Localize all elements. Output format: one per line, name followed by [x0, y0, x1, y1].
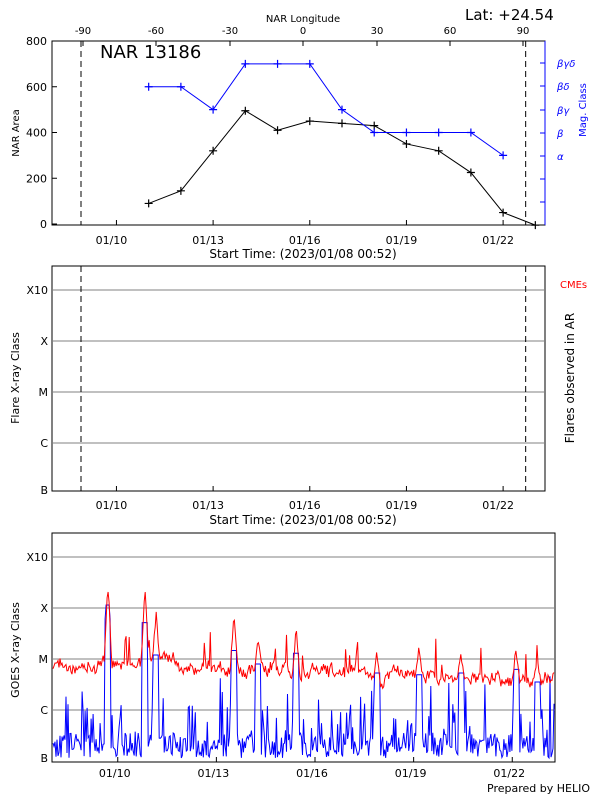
mag-class-point — [273, 59, 282, 68]
nar-start-time-label: Start Time: (2023/01/08 00:52) — [209, 247, 396, 261]
goes-y-tick-label: M — [39, 653, 49, 666]
nar-lon-tick-label: -60 — [148, 26, 164, 37]
flare-y-tick-label: X10 — [26, 284, 48, 297]
nar-y-tick-label: 600 — [26, 81, 47, 94]
flare-y-tick-label: B — [40, 484, 48, 497]
mag-class-point — [499, 151, 508, 160]
goes-short-channel-line — [52, 604, 555, 760]
nar-lon-tick-label: 90 — [517, 26, 530, 37]
mag-class-point — [338, 105, 346, 114]
nar-lon-tick-label: 0 — [300, 26, 306, 37]
goes-x-tick-label: 01/10 — [99, 767, 131, 780]
nar-area-point — [370, 121, 379, 130]
mag-class-point — [434, 128, 443, 137]
nar-area-line — [148, 110, 536, 226]
mag-class-point — [305, 59, 314, 68]
nar-area-point — [176, 186, 185, 195]
flare-y-tick-label: M — [39, 386, 49, 399]
nar-area-point — [241, 106, 250, 115]
nar-y-tick-label: 800 — [26, 35, 47, 48]
nar-area-point — [402, 139, 411, 148]
nar-area-point — [144, 199, 153, 208]
flare-start-time-label: Start Time: (2023/01/08 00:52) — [209, 513, 396, 527]
mag-class-line — [148, 63, 504, 156]
nar-area-panel: NAR Longitude NAR 13186 NAR Area Mag. Cl… — [11, 14, 589, 261]
nar-area-point — [466, 168, 475, 177]
mag-class-point — [144, 82, 153, 91]
goes-panel-frame — [51, 532, 556, 763]
nar-lon-tick-label: -90 — [75, 26, 91, 37]
flare-y-tick-label: C — [40, 437, 48, 450]
mag-tick-label: βγδ — [556, 59, 575, 70]
mag-class-point — [402, 128, 411, 137]
goes-class-axis-label: GOES X-ray Class — [9, 602, 22, 698]
mag-tick-label: βγ — [556, 106, 570, 117]
flares-observed-label: Flares observed in AR — [563, 313, 577, 443]
nar-lon-tick-label: -30 — [222, 26, 238, 37]
nar-x-tick-label: 01/16 — [289, 234, 321, 247]
nar-lon-tick-label: 30 — [371, 26, 384, 37]
nar-lon-tick-label: 60 — [444, 26, 457, 37]
goes-xray-panel: GOES X-ray Class B C M X X10 01/10 01/13 01/16 0… — [9, 532, 556, 780]
nar-area-point — [338, 119, 346, 128]
mag-class-point — [241, 59, 250, 68]
nar-x-tick-label: 01/19 — [386, 234, 418, 247]
mag-tick-label: α — [557, 152, 564, 163]
nar-x-tick-label: 01/22 — [482, 234, 514, 247]
flare-x-tick-label: 01/19 — [386, 499, 418, 512]
nar-area-point — [499, 208, 508, 217]
flare-panel-frame — [51, 265, 546, 492]
mag-tick-label: βδ — [556, 82, 570, 93]
mag-tick-label: β — [556, 129, 564, 140]
goes-x-tick-label: 01/13 — [198, 767, 230, 780]
flare-x-tick-label: 01/16 — [289, 499, 321, 512]
mag-class-point — [209, 105, 218, 114]
goes-x-tick-label: 01/16 — [296, 767, 328, 780]
goes-long-channel-line — [52, 591, 555, 690]
goes-x-tick-label: 01/19 — [395, 767, 427, 780]
nar-title: NAR 13186 — [100, 42, 201, 63]
flare-class-axis-label: Flare X-ray Class — [9, 332, 22, 424]
goes-y-tick-label: X — [40, 602, 48, 615]
mag-class-point — [466, 128, 475, 137]
goes-y-tick-label: B — [40, 752, 48, 765]
latitude-label: Lat: +24.54 — [465, 6, 554, 24]
mag-class-point — [370, 128, 379, 137]
mag-class-point — [176, 82, 185, 91]
nar-y-tick-label: 200 — [26, 172, 47, 185]
goes-y-tick-label: X10 — [26, 551, 48, 564]
nar-x-tick-label: 01/13 — [192, 234, 224, 247]
nar-y-tick-label: 400 — [26, 127, 47, 140]
nar-area-axis-label: NAR Area — [11, 109, 22, 156]
nar-longitude-label: NAR Longitude — [266, 14, 340, 25]
goes-x-tick-label: 01/22 — [493, 767, 525, 780]
goes-y-tick-label: C — [40, 704, 48, 717]
nar-y-tick-label: 0 — [40, 218, 47, 231]
cmes-legend: CMEs — [560, 280, 587, 291]
flare-x-tick-label: 01/22 — [482, 499, 514, 512]
prepared-by-label: Prepared by HELIO — [487, 782, 590, 795]
flare-x-tick-label: 01/13 — [192, 499, 224, 512]
flare-x-tick-label: 01/10 — [96, 499, 128, 512]
nar-x-tick-label: 01/10 — [96, 234, 128, 247]
nar-area-point — [273, 126, 282, 135]
nar-area-point — [531, 221, 540, 230]
mag-class-axis-label: Mag. Class — [578, 83, 589, 137]
flare-class-panel: Flare X-ray Class Flares observed in AR … — [9, 265, 587, 527]
nar-area-point — [434, 146, 443, 155]
flare-y-tick-label: X — [40, 335, 48, 348]
nar-area-point — [305, 117, 314, 126]
nar-area-point — [209, 146, 218, 155]
